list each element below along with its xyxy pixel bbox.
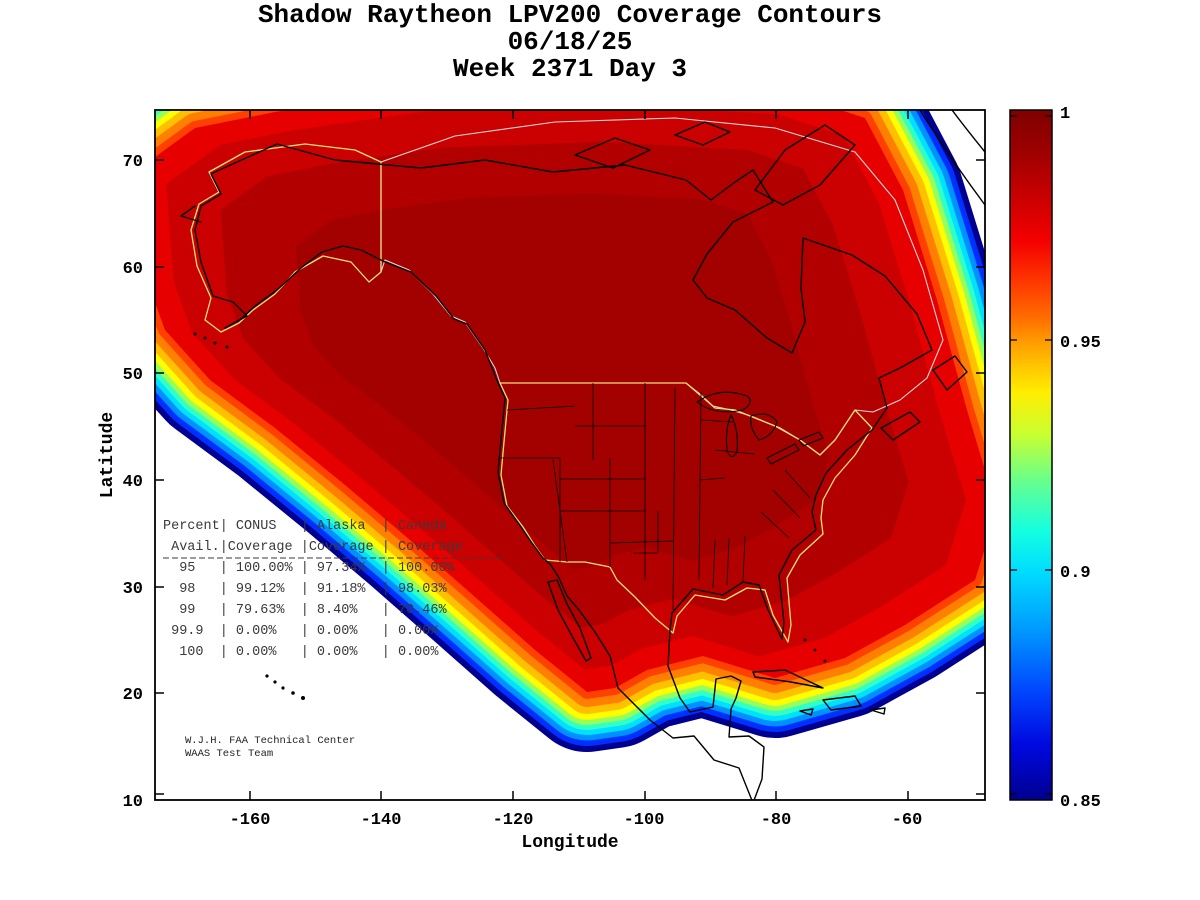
y-axis-label: Latitude: [98, 412, 118, 498]
north-america-coastline: [214, 143, 933, 800]
y-tick-40: 40: [123, 473, 143, 492]
availability-table-overlay: Percent| CONUS | Alaska | Canada Avail.|…: [163, 519, 505, 660]
map-layer: [155, 110, 985, 800]
newfoundland-coastline: [932, 355, 968, 391]
nova-scotia-coastline: [880, 411, 921, 441]
great-lakes-outline: [696, 391, 824, 465]
colorbar-tick-0-85: 0.85: [1060, 793, 1101, 812]
colorbar-tick-0-95: 0.95: [1060, 334, 1101, 353]
table-row-99: 99 | 79.63% | 8.40% | 70.46%: [163, 603, 447, 618]
alaska-west-coastline: [180, 171, 248, 329]
x-tick-100: -100: [624, 811, 665, 830]
x-tick-80: -80: [761, 811, 792, 830]
table-row-98: 98 | 99.12% | 91.18% | 98.03%: [163, 582, 447, 597]
alaska-boundary-line: [190, 143, 382, 333]
pacific-coastline: [224, 245, 753, 800]
credit-line-2: WAAS Test Team: [185, 748, 273, 760]
y-tick-30: 30: [123, 580, 143, 599]
y-tick-20: 20: [123, 686, 143, 705]
arctic-islands-coastline: [574, 121, 856, 206]
table-row-95: 95 | 100.00% | 97.34% | 100.00%: [163, 561, 456, 576]
y-tick-60: 60: [123, 260, 143, 279]
credit-line-1: W.J.H. FAA Technical Center: [185, 735, 355, 747]
table-row-100: 100 | 0.00% | 0.00% | 0.00%: [163, 645, 439, 660]
title-line-2: 06/18/25: [508, 27, 633, 57]
greenland-coastline: [919, 110, 985, 206]
baja-california-coastline: [547, 579, 592, 662]
x-tick-140: -140: [361, 811, 402, 830]
y-tick-50: 50: [123, 366, 143, 385]
x-tick-60: -60: [892, 811, 923, 830]
colorbar-tick-0-9: 0.9: [1060, 564, 1091, 583]
colorbar-tick-marks: [1010, 115, 1052, 795]
table-header-line-1: Percent| CONUS | Alaska | Canada: [163, 519, 447, 534]
colorbar-tick-1: 1: [1060, 105, 1070, 124]
plot-frame: [154, 109, 986, 801]
title-line-1: Shadow Raytheon LPV200 Coverage Contours: [258, 0, 882, 30]
coastlines: [180, 110, 985, 800]
x-axis-label: Longitude: [521, 833, 618, 853]
colorbar-gradient: [1009, 109, 1053, 801]
table-header-line-2: Avail.|Coverage |Coverage | Coverage: [163, 540, 463, 555]
us-state-borders: [499, 383, 811, 611]
axis-tick-marks: [155, 110, 985, 800]
caribbean-islands-coastline: [752, 669, 886, 716]
plot-area: [154, 109, 986, 801]
colorbar: 1 0.95 0.9 0.85: [1009, 105, 1101, 812]
x-axis-tick-labels: -160 -140 -120 -100 -80 -60: [230, 811, 923, 830]
title-line-3: Week 2371 Day 3: [453, 54, 687, 84]
x-tick-160: -160: [230, 811, 271, 830]
figure-title: Shadow Raytheon LPV200 Coverage Contours…: [258, 0, 882, 84]
x-tick-120: -120: [493, 811, 534, 830]
coverage-inner-level: [295, 193, 830, 570]
small-islands-dots: [193, 332, 827, 700]
y-tick-70: 70: [123, 153, 143, 172]
y-tick-10: 10: [123, 793, 143, 812]
credit-block: W.J.H. FAA Technical Center WAAS Test Te…: [185, 735, 355, 760]
y-axis-tick-labels: 70 60 50 40 30 20 10: [123, 153, 143, 812]
table-row-99-9: 99.9 | 0.00% | 0.00% | 0.00%: [163, 624, 439, 639]
